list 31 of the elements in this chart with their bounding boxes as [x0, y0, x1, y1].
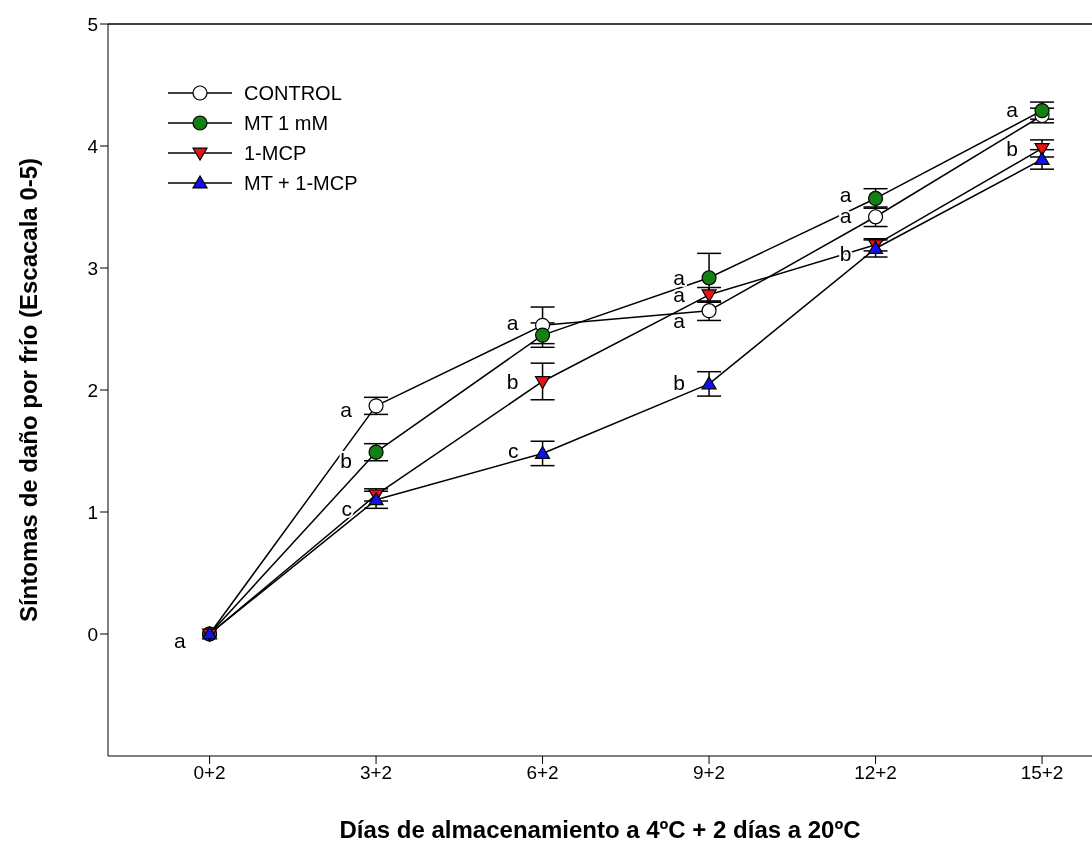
legend-label: MT 1 mM [244, 111, 329, 135]
annotation: b [506, 369, 519, 393]
x-axis-title: Días de almacenamiento a 4ºC + 2 días a 20ºC [339, 816, 861, 843]
annotation: b [340, 449, 353, 473]
x-tick-label: 15+2 [1020, 762, 1064, 784]
x-tick-label: 12+2 [854, 762, 897, 784]
legend-label: 1-MCP [244, 141, 307, 165]
annotation: c [341, 496, 353, 520]
y-tick-label: 2 [87, 379, 98, 401]
annotation: a [839, 183, 852, 207]
x-tick-label: 3+2 [359, 762, 393, 784]
legend-label: CONTROL [244, 81, 342, 105]
y-tick-label: 3 [87, 257, 98, 279]
x-tick-label: 6+2 [526, 762, 559, 784]
annotation: a [340, 397, 353, 421]
annotation: c [508, 439, 519, 463]
y-tick-label: 5 [87, 13, 98, 35]
annotation: b [673, 371, 686, 395]
annotation: a [173, 628, 186, 652]
annotation: a [673, 308, 686, 332]
annotation: a [506, 311, 519, 335]
y-tick-label: 0 [87, 623, 98, 645]
annotation: a [1006, 97, 1019, 121]
x-tick-label: 9+2 [692, 762, 726, 784]
legend-label: MT + 1-MCP [244, 171, 358, 195]
y-tick-label: 4 [87, 135, 99, 157]
annotation: b [1006, 136, 1019, 160]
y-tick-label: 1 [87, 501, 98, 523]
annotation: a [673, 266, 686, 290]
x-tick-label: 0+2 [193, 762, 226, 784]
y-axis-title: Síntomas de daño por frío (Escacala 0-5) [14, 157, 42, 623]
